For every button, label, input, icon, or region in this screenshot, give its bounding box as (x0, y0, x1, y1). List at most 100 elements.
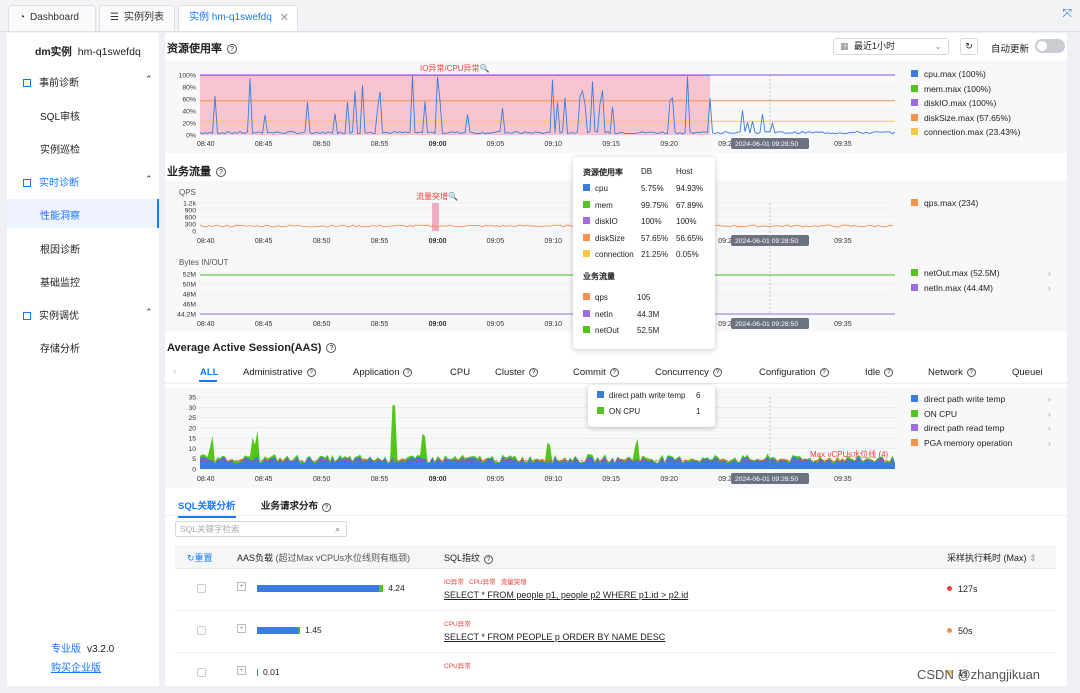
help-icon[interactable]: ? (306, 368, 316, 377)
x-tick-label: 09:10 (545, 476, 563, 483)
legend-item[interactable]: diskSize.max (57.65%) (911, 113, 1011, 123)
auto-refresh-label: 自动更新 (991, 44, 1030, 55)
sql-fingerprint-link[interactable]: SELECT * FROM people p1, people p2 WHERE… (444, 590, 689, 600)
aas-y-tick: 30 (188, 405, 196, 412)
help-icon[interactable]: ? (712, 368, 722, 377)
row-checkbox[interactable] (197, 584, 206, 593)
tab-sql-analysis[interactable]: SQL关联分析 (178, 498, 236, 518)
sidebar-group-realtime[interactable]: 实时诊断 ⌃ (23, 174, 153, 189)
aas-tab[interactable]: Commit? (573, 367, 619, 378)
aas-tab[interactable]: Network? (928, 367, 976, 378)
aas-tab[interactable]: Idle? (865, 367, 894, 378)
auto-refresh-toggle[interactable] (1035, 39, 1065, 53)
status-dot (947, 586, 952, 591)
help-icon[interactable]: ? (609, 368, 619, 377)
chevron-right-icon[interactable]: › (1048, 268, 1051, 278)
legend-label: direct path read temp (924, 423, 1005, 433)
help-icon[interactable]: ? (966, 368, 976, 377)
sidebar-group-pre[interactable]: 事前诊断 ⌃ (23, 74, 153, 89)
col-exec-time[interactable]: 采样执行耗时 (Max) ⇕ (947, 553, 1037, 563)
legend-item[interactable]: direct path write temp › (911, 394, 1051, 404)
tabs-prev-icon[interactable]: ‹ (173, 366, 177, 377)
col-sql: SQL指纹? (444, 551, 494, 564)
expand-row-icon[interactable]: + (237, 582, 246, 591)
table-row[interactable]: +1.45 CPU异常 SELECT * FROM PEOPLE p ORDER B… (175, 612, 1056, 653)
sidebar-item-inspection[interactable]: 实例巡检 (40, 145, 80, 156)
expand-row-icon[interactable]: + (237, 666, 246, 675)
aas-tab[interactable]: CPU (450, 367, 470, 378)
chevron-right-icon[interactable]: › (1048, 394, 1051, 404)
legend-item[interactable]: PGA memory operation › (911, 438, 1051, 448)
sidebar-item-perf-insight[interactable]: 性能洞察 (40, 211, 80, 222)
tab-dashboard[interactable]: ◔ Dashboard (8, 5, 96, 31)
aas-tab[interactable]: Administrative? (243, 367, 316, 378)
table-row[interactable]: +4.24 IO异常 CPU异常 流量突增 SELECT * FROM people p… (175, 570, 1056, 611)
chevron-right-icon[interactable]: › (1048, 282, 1051, 293)
sidebar-item-storage[interactable]: 存储分析 (40, 344, 80, 355)
reset-button[interactable]: ↻重置 (187, 553, 213, 563)
time-range-select[interactable]: ▦ 最近1小时 ⌄ (833, 38, 949, 55)
aas-tab[interactable]: Application? (353, 367, 413, 378)
help-icon[interactable]: ? (227, 44, 237, 54)
legend-item[interactable]: connection.max (23.43%) (911, 127, 1020, 137)
legend-item[interactable]: diskIO.max (100%) (911, 98, 996, 108)
refresh-button[interactable]: ↻ (960, 38, 978, 55)
chevron-up-icon: ⌃ (145, 307, 153, 317)
chevron-right-icon[interactable]: › (1048, 408, 1051, 419)
help-icon[interactable]: ? (216, 167, 226, 177)
x-tick-label: 09:25 (718, 141, 736, 148)
tab-instance-list[interactable]: ☰ 实例列表 (99, 5, 175, 31)
legend-item[interactable]: netIn.max (44.4M) › (911, 283, 1051, 293)
sidebar-item-root-cause[interactable]: 根因诊断 (40, 245, 80, 256)
fullscreen-icon[interactable]: ⤧ (1062, 6, 1072, 20)
sidebar-item-basic-monitor[interactable]: 基础监控 (40, 278, 80, 289)
legend-item[interactable]: qps.max (234) (911, 198, 978, 208)
tooltip-traffic-metric: netIn (583, 309, 613, 319)
table-row[interactable]: +0.01 CPU异常 1s (175, 654, 1056, 686)
sql-fingerprint-link[interactable]: SELECT * FROM PEOPLE p ORDER BY NAME DES… (444, 632, 666, 642)
help-icon[interactable]: ? (484, 555, 494, 564)
sidebar-group-tuning[interactable]: 实例调优 ⌃ (23, 307, 153, 322)
list-icon: ☰ (110, 12, 119, 23)
tab-request-distribution[interactable]: 业务请求分布? (261, 498, 332, 512)
aas-tab[interactable]: ALL (200, 367, 218, 378)
aas-tab-label: Application (353, 367, 400, 378)
aas-tab[interactable]: Cluster? (495, 367, 539, 378)
x-tick-label: 08:40 (197, 141, 215, 148)
sort-icon[interactable]: ⇕ (1029, 553, 1037, 563)
legend-item[interactable]: ON CPU › (911, 409, 1051, 419)
buy-enterprise-link[interactable]: 购买企业版 (51, 663, 101, 674)
row-checkbox[interactable] (197, 626, 206, 635)
grid-icon (23, 179, 31, 187)
help-icon[interactable]: ? (529, 368, 539, 377)
tooltip-traffic-title: 业务流量 (583, 272, 615, 281)
aas-tab[interactable]: Configuration? (759, 367, 829, 378)
resource-title: 资源使用率? (167, 40, 237, 56)
close-icon[interactable]: ✕ (279, 12, 289, 24)
exec-time: 50s (947, 626, 973, 636)
chevron-right-icon[interactable]: › (1048, 437, 1051, 448)
legend-item[interactable]: direct path read temp › (911, 423, 1051, 433)
expand-row-icon[interactable]: + (237, 624, 246, 633)
aas-active-tab-underline (199, 380, 217, 382)
legend-item[interactable]: cpu.max (100%) (911, 69, 986, 79)
legend-item[interactable]: netOut.max (52.5M) › (911, 268, 1051, 278)
help-icon[interactable]: ? (819, 368, 829, 377)
row-checkbox[interactable] (197, 668, 206, 677)
aas-tab[interactable]: Concurrency? (655, 367, 722, 378)
help-icon[interactable]: ? (322, 503, 332, 512)
help-icon[interactable]: ? (403, 368, 413, 377)
legend-item[interactable]: mem.max (100%) (911, 84, 991, 94)
refresh-icon: ↻ (965, 41, 973, 51)
svg-text:2024-06-01 09:28:50: 2024-06-01 09:28:50 (735, 476, 798, 483)
sidebar-item-sql-audit[interactable]: SQL审核 (40, 112, 81, 123)
tab-instance[interactable]: 实例 hm-q1swefdq ✕ (178, 5, 298, 31)
chevron-right-icon[interactable]: › (1048, 423, 1051, 433)
help-icon[interactable]: ? (326, 343, 337, 353)
x-tick-label: 08:45 (255, 238, 273, 245)
help-icon[interactable]: ? (884, 368, 894, 377)
legend-swatch (911, 84, 918, 92)
sql-search-input[interactable]: SQL关键字检索 ⌕ (175, 521, 347, 537)
tooltip-host-value: 56.65% (676, 233, 704, 243)
aas-tab[interactable]: Queuei (1012, 367, 1043, 378)
